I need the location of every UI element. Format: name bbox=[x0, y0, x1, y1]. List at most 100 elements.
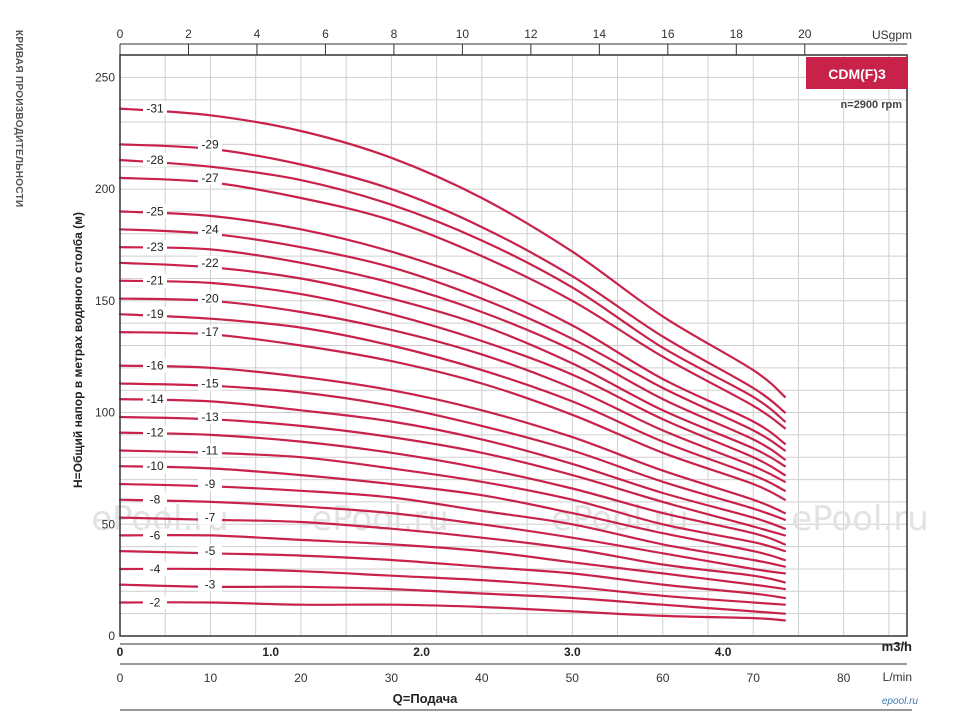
x-tick-usgpm: 12 bbox=[524, 27, 538, 41]
curve-label-stage-2: -2 bbox=[150, 595, 161, 609]
curve-label-bg bbox=[143, 392, 167, 407]
curve-label-bg bbox=[143, 528, 167, 543]
x-tick-usgpm: 2 bbox=[185, 27, 192, 41]
x-tick-usgpm: 14 bbox=[593, 27, 607, 41]
curve-label-bg bbox=[198, 477, 222, 492]
curve-stage-19 bbox=[118, 313, 786, 492]
curve-stage-17 bbox=[118, 331, 786, 501]
curve-stage-22 bbox=[118, 261, 786, 468]
curve-stage-31 bbox=[118, 107, 786, 398]
watermark-text: ePool.ru bbox=[791, 499, 929, 539]
curve-stage-24 bbox=[118, 228, 786, 452]
curve-stage-23 bbox=[118, 246, 786, 461]
y-tick-label: 150 bbox=[95, 294, 115, 308]
x-tick-usgpm: 10 bbox=[456, 27, 470, 41]
x-tick-usgpm: 18 bbox=[730, 27, 744, 41]
curve-label-stage-3: -3 bbox=[205, 578, 216, 592]
curve-stage-5 bbox=[118, 550, 786, 600]
curve-stage-29 bbox=[118, 143, 786, 414]
badge-box bbox=[806, 57, 908, 89]
curve-label-bg bbox=[143, 492, 167, 507]
curve-label-bg bbox=[198, 443, 222, 458]
curve-stage-9 bbox=[118, 482, 786, 568]
x-tick-lmin: 70 bbox=[747, 671, 761, 685]
x-tick-usgpm: 16 bbox=[661, 27, 675, 41]
curve-label-stage-29: -29 bbox=[201, 137, 219, 151]
curve-label-bg bbox=[198, 544, 222, 559]
unit-m3h: m3/h bbox=[882, 639, 912, 654]
curve-label-bg bbox=[198, 137, 222, 152]
x-tick-usgpm: 8 bbox=[391, 27, 398, 41]
curve-label-bg bbox=[143, 153, 167, 168]
curve-stage-27 bbox=[118, 176, 786, 430]
curve-label-stage-25: -25 bbox=[146, 204, 164, 218]
curve-stage-25 bbox=[118, 210, 786, 445]
curve-stage-14 bbox=[118, 398, 786, 530]
x-axis-label: Q=Подача bbox=[393, 691, 459, 706]
curve-label-bg bbox=[143, 204, 167, 219]
y-tick-label: 0 bbox=[108, 629, 115, 643]
curve-label-stage-28: -28 bbox=[146, 153, 164, 167]
curve-label-stage-4: -4 bbox=[150, 562, 161, 576]
x-tick-m3h: 2.0 bbox=[413, 645, 430, 659]
curve-label-stage-19: -19 bbox=[146, 307, 164, 321]
curve-stage-21 bbox=[118, 279, 786, 477]
curve-label-bg bbox=[143, 425, 167, 440]
curve-label-bg bbox=[198, 577, 222, 592]
curve-label-bg bbox=[198, 255, 222, 270]
curve-label-bg bbox=[198, 325, 222, 340]
curve-label-bg bbox=[198, 510, 222, 525]
curve-label-stage-8: -8 bbox=[150, 493, 161, 507]
curve-labels: -31 -29 -28 -27 -25 -24 -23 -22 -21 -20 -19 -17 -16 -… bbox=[143, 101, 222, 610]
badge-label: CDM(F)3 bbox=[828, 66, 886, 82]
x-tick-lmin: 0 bbox=[117, 671, 124, 685]
curve-label-bg bbox=[198, 291, 222, 306]
curve-label-stage-15: -15 bbox=[201, 376, 219, 390]
curve-label-bg bbox=[198, 376, 222, 391]
curve-label-stage-6: -6 bbox=[150, 528, 161, 542]
x-tick-m3h: 1.0 bbox=[262, 645, 279, 659]
curve-label-stage-14: -14 bbox=[146, 392, 164, 406]
curve-label-stage-13: -13 bbox=[201, 410, 219, 424]
unit-usgpm: USgpm bbox=[872, 28, 912, 42]
curve-label-stage-23: -23 bbox=[146, 240, 164, 254]
badge: CDM(F)3 bbox=[806, 57, 908, 89]
curve-label-bg bbox=[143, 101, 167, 116]
curve-label-stage-27: -27 bbox=[201, 171, 219, 185]
watermark-text: ePool.ru bbox=[551, 499, 689, 539]
curve-label-stage-10: -10 bbox=[146, 459, 164, 473]
x-tick-lmin: 30 bbox=[385, 671, 399, 685]
x-tick-lmin: 40 bbox=[475, 671, 489, 685]
curve-label-bg bbox=[143, 595, 167, 610]
curve-label-stage-22: -22 bbox=[201, 256, 219, 270]
curve-label-bg bbox=[143, 273, 167, 288]
x-tick-m3h: 3.0 bbox=[564, 645, 581, 659]
x-tick-lmin: 60 bbox=[656, 671, 670, 685]
curve-label-stage-17: -17 bbox=[201, 325, 219, 339]
x-tick-lmin: 80 bbox=[837, 671, 851, 685]
curve-label-stage-16: -16 bbox=[146, 359, 164, 373]
watermarks: ePool.ru ePool.ru ePool.ru ePool.ru bbox=[91, 499, 929, 539]
curve-stage-12 bbox=[118, 431, 786, 546]
y-tick-label: 50 bbox=[102, 517, 116, 531]
curve-label-stage-20: -20 bbox=[201, 292, 219, 306]
x-tick-usgpm: 6 bbox=[322, 27, 329, 41]
curve-stage-15 bbox=[118, 382, 786, 521]
side-title: КРИВАЯ ПРОИЗВОДИТЕЛЬНОСТИ bbox=[13, 30, 24, 208]
x-tick-m3h: 4.0 bbox=[715, 645, 732, 659]
unit-lmin: L/min bbox=[883, 670, 912, 684]
curve-stage-11 bbox=[118, 449, 786, 553]
curve-label-bg bbox=[198, 410, 222, 425]
curve-stage-4 bbox=[118, 567, 786, 606]
brand-mark: epool.ru bbox=[882, 696, 919, 707]
curve-label-stage-31: -31 bbox=[146, 102, 164, 116]
curve-label-stage-5: -5 bbox=[205, 544, 216, 558]
curve-label-bg bbox=[198, 170, 222, 185]
curve-label-stage-9: -9 bbox=[205, 477, 216, 491]
curve-stage-16 bbox=[118, 364, 786, 515]
curve-stage-20 bbox=[118, 297, 786, 483]
x-tick-usgpm: 20 bbox=[798, 27, 812, 41]
curve-stage-7 bbox=[118, 516, 786, 584]
curve-label-stage-24: -24 bbox=[201, 222, 219, 236]
curve-label-stage-7: -7 bbox=[205, 511, 216, 525]
